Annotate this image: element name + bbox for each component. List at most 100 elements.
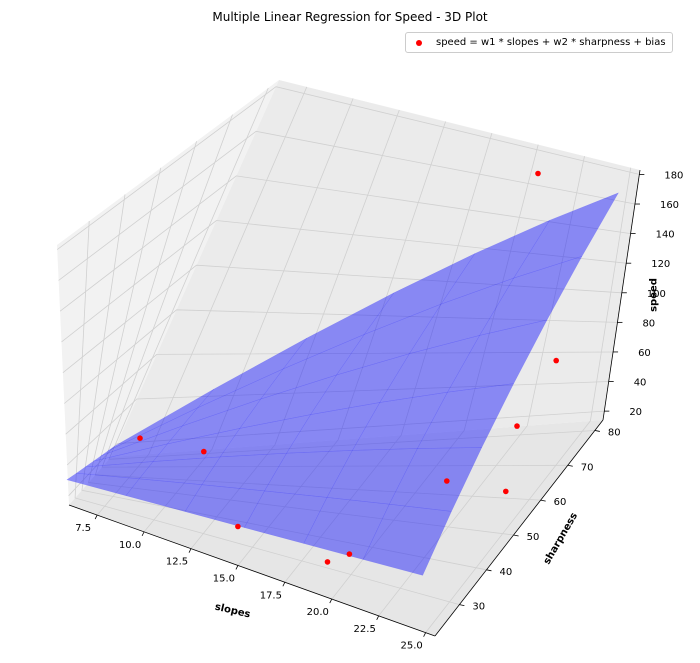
grid-line-z — [61, 220, 627, 343]
chart-title: Multiple Linear Regression for Speed - 3… — [212, 10, 488, 24]
surface-facet — [447, 319, 548, 393]
z-tick-label: 20 — [629, 407, 642, 418]
surface-facet — [101, 407, 198, 456]
surface-facet — [379, 335, 481, 403]
x-tick-mark — [423, 632, 426, 637]
surface-facet — [181, 368, 284, 427]
data-point — [235, 523, 241, 530]
grid-line-z — [68, 410, 605, 497]
x-tick-label: 17.5 — [260, 590, 282, 601]
data-points — [137, 170, 559, 565]
grid-line-y — [74, 220, 460, 605]
data-point — [201, 448, 207, 455]
x-tick-mark — [94, 514, 98, 520]
y-tick-mark — [567, 464, 573, 467]
z-tick-label: 80 — [642, 318, 655, 329]
legend-marker-icon — [416, 39, 422, 46]
surface-facet — [166, 398, 262, 445]
grid-line-y — [108, 87, 595, 460]
y-tick-mark — [540, 499, 546, 502]
z-tick-label: 100 — [647, 289, 666, 300]
axis-panes — [57, 80, 640, 636]
legend: speed = w1 * slopes + w2 * sharpness + b… — [405, 32, 673, 53]
z-tick-label: 120 — [651, 259, 670, 270]
data-point — [324, 559, 331, 565]
grid-line-x — [143, 98, 354, 533]
y-tick-label: 80 — [608, 427, 621, 438]
surface-facet — [286, 402, 381, 454]
surface-facet — [408, 277, 515, 355]
y-tick-label: 60 — [554, 497, 567, 508]
tick-labels: 7.5 10.0 12.5 15.0 17.5 20.0 22.5 25.0 30 40 50 60 7… — [75, 170, 683, 651]
x-tick-label: 22.5 — [354, 624, 376, 635]
y-tick-label: 50 — [527, 532, 540, 543]
x-tick-mark — [329, 598, 333, 604]
z-axis-line — [602, 169, 641, 421]
grid-line-x — [284, 132, 493, 583]
surface-facet — [513, 192, 620, 279]
floor-pane — [69, 420, 603, 636]
x-axis-line — [68, 504, 436, 637]
grid-line-z — [58, 130, 636, 281]
x-tick-label: 10.0 — [119, 540, 141, 551]
surface-facet — [84, 443, 169, 468]
grid-line-z — [65, 351, 614, 435]
surface-facet — [108, 388, 214, 451]
surface-facet — [416, 383, 515, 449]
y-axis-label: sharpness — [542, 511, 580, 567]
grid-line-y — [101, 114, 568, 468]
grid-line-x — [425, 167, 632, 633]
y-tick-mark — [594, 430, 600, 432]
data-point — [346, 551, 353, 557]
surface-facet — [125, 478, 203, 512]
surface-facet — [243, 490, 328, 544]
data-point — [503, 488, 509, 495]
surface-facet — [303, 497, 390, 560]
surface-facet — [75, 461, 154, 480]
grid-line-z — [64, 309, 618, 404]
grid-line-x — [190, 109, 400, 549]
grid-line-z — [62, 264, 622, 374]
data-point — [444, 478, 450, 484]
grid-line-z — [56, 86, 640, 250]
x-tick-label: 7.5 — [75, 523, 91, 534]
axis-lines — [68, 169, 641, 637]
grid-line-x — [96, 86, 308, 516]
surface-facet — [93, 425, 184, 462]
surface-facet — [184, 484, 265, 528]
z-tick-label: 60 — [638, 348, 651, 359]
grid-line-y — [88, 167, 514, 536]
y-tick-label: 40 — [499, 567, 512, 578]
surface-facet — [335, 303, 442, 376]
x-tick-label: 12.5 — [166, 557, 188, 568]
surface-facet — [363, 252, 476, 335]
x-tick-mark — [188, 548, 192, 553]
z-tick-label: 180 — [664, 170, 683, 181]
surface-facet — [440, 219, 551, 305]
left-pane — [57, 80, 279, 505]
surface-facet — [260, 333, 365, 400]
grid-line-z — [59, 175, 631, 312]
x-tick-mark — [141, 531, 145, 537]
tick-marks — [94, 174, 645, 637]
back-pane — [111, 80, 640, 457]
grid-lines — [56, 86, 640, 633]
data-point — [553, 357, 559, 364]
y-tick-label: 70 — [581, 462, 594, 473]
surface-facet — [197, 337, 308, 408]
grid-line-y — [94, 141, 541, 501]
surface-facet — [152, 428, 241, 462]
surface-facet — [388, 447, 483, 512]
y-tick-mark — [486, 569, 492, 572]
z-tick-label: 160 — [660, 200, 679, 211]
surface-facet — [239, 374, 338, 429]
z-axis-label: speed — [649, 278, 660, 312]
surface-facet — [66, 472, 140, 496]
grid-line-y — [81, 194, 487, 571]
surface-facet — [351, 391, 448, 451]
x-tick-label: 15.0 — [213, 573, 235, 584]
regression-surface — [66, 192, 620, 576]
x-axis-label: slopes — [214, 602, 252, 621]
x-tick-mark — [376, 615, 380, 621]
